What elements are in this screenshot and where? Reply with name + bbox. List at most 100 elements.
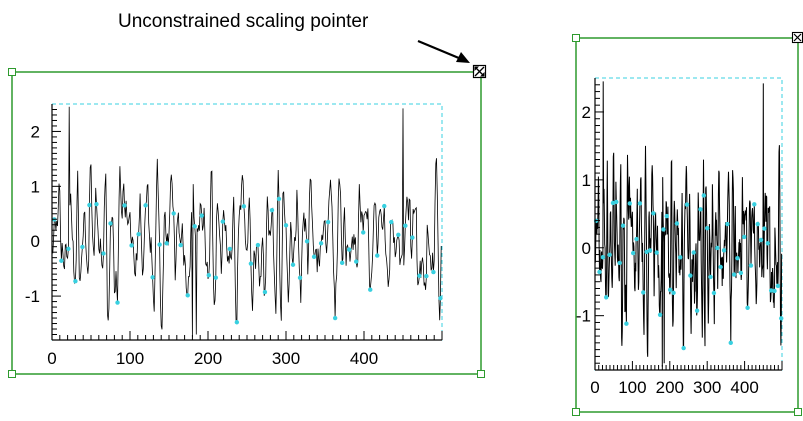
x-tick-label: 400 bbox=[350, 349, 378, 368]
x-tick-label: 0 bbox=[590, 378, 599, 397]
data-marker bbox=[206, 272, 211, 278]
data-marker bbox=[738, 270, 744, 276]
data-marker bbox=[101, 251, 106, 256]
y-tick-label: -1 bbox=[25, 287, 40, 306]
data-marker bbox=[178, 242, 183, 248]
data-marker bbox=[634, 236, 639, 242]
data-marker bbox=[290, 262, 296, 267]
data-marker bbox=[213, 275, 218, 280]
data-marker bbox=[647, 248, 653, 253]
data-series-line bbox=[594, 81, 783, 367]
data-marker bbox=[410, 235, 415, 240]
data-marker bbox=[667, 287, 673, 293]
data-marker bbox=[664, 213, 670, 219]
original-plot-selection[interactable]: 0 100 200 300 400 2 1 0 -1 bbox=[8, 64, 487, 378]
data-marker bbox=[630, 250, 636, 256]
data-marker bbox=[688, 273, 693, 278]
data-series-line bbox=[51, 106, 442, 338]
data-marker bbox=[417, 273, 422, 278]
resize-handle-bottom-left[interactable] bbox=[572, 408, 580, 416]
data-marker bbox=[721, 248, 727, 253]
data-marker bbox=[424, 273, 429, 279]
data-marker bbox=[705, 225, 710, 231]
x-tick-label: 200 bbox=[656, 378, 684, 397]
data-marker bbox=[624, 321, 629, 326]
data-marker bbox=[262, 289, 268, 295]
data-marker bbox=[604, 295, 609, 300]
x-tick-label: 100 bbox=[116, 349, 144, 368]
data-marker bbox=[389, 219, 394, 225]
data-marker bbox=[157, 242, 162, 247]
data-marker bbox=[115, 300, 120, 305]
data-marker bbox=[255, 242, 261, 248]
data-marker bbox=[614, 199, 619, 205]
data-marker bbox=[671, 290, 676, 296]
data-marker bbox=[768, 288, 774, 293]
y-tick-label: 0 bbox=[31, 232, 40, 251]
data-marker bbox=[318, 241, 324, 246]
data-marker bbox=[136, 231, 141, 237]
data-marker bbox=[779, 316, 784, 321]
data-marker bbox=[66, 246, 71, 252]
y-tick-label: 0 bbox=[582, 239, 591, 258]
data-marker bbox=[382, 203, 387, 209]
data-marker bbox=[607, 252, 612, 258]
y-tick-label: 1 bbox=[582, 171, 591, 190]
scaled-plot-selection[interactable]: 0 100 200 300 400 2 1 0 -1 bbox=[572, 31, 803, 416]
data-marker bbox=[73, 279, 78, 284]
x-tick-label: 300 bbox=[693, 378, 721, 397]
y-tick-label: 2 bbox=[582, 103, 591, 122]
data-marker bbox=[674, 221, 680, 226]
data-marker bbox=[192, 224, 197, 229]
data-marker bbox=[129, 243, 134, 248]
data-marker bbox=[681, 345, 686, 351]
data-marker bbox=[332, 315, 338, 321]
data-marker bbox=[752, 202, 757, 207]
data-marker bbox=[620, 223, 626, 228]
data-marker bbox=[185, 293, 190, 298]
data-marker bbox=[694, 308, 700, 313]
y-tick-label: 1 bbox=[31, 177, 40, 196]
resize-handle-bottom-right[interactable] bbox=[794, 408, 802, 416]
plot-left: 0 100 200 300 400 2 1 0 -1 bbox=[25, 103, 443, 368]
data-marker bbox=[283, 223, 289, 228]
data-marker bbox=[657, 312, 663, 317]
data-marker bbox=[651, 211, 656, 216]
data-marker bbox=[346, 247, 352, 252]
data-marker bbox=[375, 253, 380, 258]
data-marker bbox=[731, 272, 737, 277]
data-marker bbox=[684, 202, 690, 207]
resize-handle-top-left[interactable] bbox=[572, 34, 580, 42]
data-marker bbox=[339, 260, 345, 266]
x-tick-label: 100 bbox=[618, 378, 646, 397]
data-marker bbox=[775, 283, 781, 289]
data-marker bbox=[311, 254, 317, 259]
data-marker bbox=[745, 305, 750, 310]
plot-right: 0 100 200 300 400 2 1 0 -1 bbox=[576, 77, 784, 397]
selection-box bbox=[11, 71, 482, 375]
scale-cursor-icon[interactable] bbox=[791, 31, 803, 44]
data-marker bbox=[742, 234, 747, 240]
data-marker bbox=[718, 264, 723, 270]
data-marker bbox=[108, 221, 113, 226]
data-marker bbox=[276, 196, 282, 202]
data-marker bbox=[122, 203, 127, 208]
x-tick-label: 400 bbox=[730, 378, 758, 397]
resize-handle-bottom-left[interactable] bbox=[8, 370, 16, 378]
x-tick-label: 300 bbox=[272, 349, 300, 368]
data-marker bbox=[641, 290, 646, 295]
data-marker bbox=[748, 263, 754, 268]
arrow-icon bbox=[417, 39, 470, 63]
scale-cursor-icon[interactable] bbox=[472, 64, 487, 79]
data-marker bbox=[715, 245, 720, 251]
data-marker bbox=[661, 227, 666, 232]
data-marker bbox=[248, 261, 254, 266]
data-marker bbox=[171, 211, 176, 216]
resize-handle-top-left[interactable] bbox=[8, 68, 16, 76]
data-marker bbox=[735, 255, 740, 261]
resize-handle-bottom-right[interactable] bbox=[477, 370, 485, 378]
data-marker bbox=[227, 246, 233, 252]
data-marker bbox=[758, 237, 764, 243]
data-marker bbox=[164, 241, 169, 246]
data-marker bbox=[725, 221, 730, 227]
